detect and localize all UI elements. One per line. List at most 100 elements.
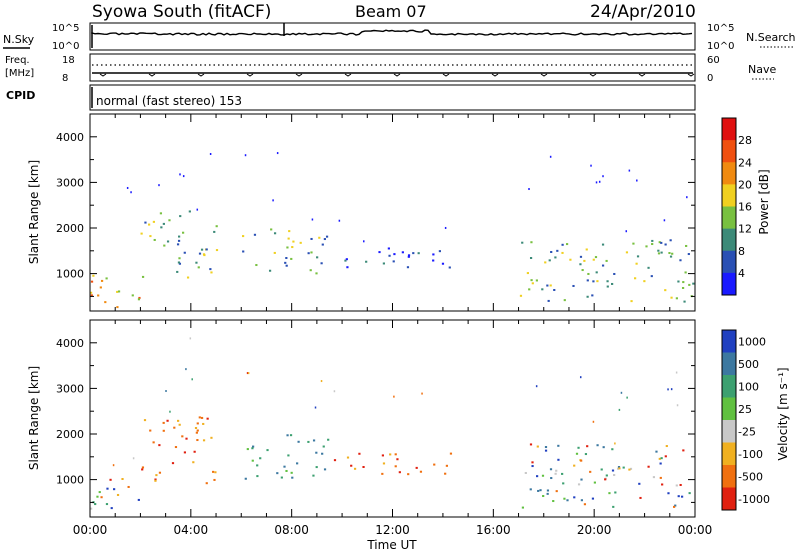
echo-cell [215, 249, 219, 252]
echo-cell [333, 390, 336, 393]
echo-cell [660, 251, 663, 254]
echo-cell [181, 231, 185, 234]
echo-cell [401, 251, 404, 254]
freq-notch [99, 73, 107, 77]
echo-cell [569, 258, 572, 261]
echo-cell [166, 419, 169, 422]
ytick-label: 4000 [56, 131, 84, 144]
echo-cell [659, 462, 662, 465]
echo-cell [381, 472, 384, 475]
echo-cell [563, 497, 566, 500]
velocity-xaxis: 00:00 04:00 08:00 12:00 16:00 20:00 00:00 [73, 320, 712, 537]
echo-cell [407, 254, 411, 257]
echo-cell [531, 465, 534, 468]
echo-cell [196, 429, 199, 432]
velocity-ylabel: Slant Range [km] [27, 366, 41, 470]
echo-cell [149, 429, 152, 432]
echo-cell [549, 284, 552, 287]
noise-tick-low-right: 10^0 [707, 41, 734, 52]
echo-cell [526, 272, 529, 275]
colorbar-tick-label: -1000 [738, 493, 770, 506]
echo-cell [645, 245, 648, 248]
echo-cell [667, 388, 669, 391]
colorbar-tick-label: -100 [738, 448, 763, 461]
nsky-label: N.Sky [3, 33, 35, 46]
echo-cell [660, 241, 663, 244]
echo-cell [658, 457, 661, 460]
freq-notch [148, 73, 156, 77]
echo-cell [539, 489, 542, 492]
echo-cell [572, 284, 575, 287]
echo-cell [320, 380, 323, 383]
echo-cell [112, 464, 115, 467]
echo-cell [688, 283, 691, 286]
freq-tick-high: 18 [62, 55, 75, 66]
echo-cell [665, 445, 668, 448]
echo-cell [657, 252, 661, 255]
echo-cell [448, 266, 451, 269]
echo-cell [612, 505, 615, 508]
echo-cell [358, 452, 361, 455]
echo-cell [563, 299, 566, 302]
echo-cell [244, 477, 247, 480]
echo-cell [529, 443, 533, 446]
echo-cell [140, 232, 143, 235]
freq-notch [589, 73, 597, 77]
echo-cell [259, 457, 262, 460]
echo-cell [127, 485, 130, 488]
echo-cell [188, 210, 191, 213]
echo-cell [686, 196, 688, 199]
colorbar-segment [722, 228, 736, 252]
echo-cell [537, 489, 540, 492]
velocity-yaxis: 1000 2000 3000 4000 [56, 337, 695, 503]
freq-notch [246, 73, 254, 77]
echo-cell [177, 261, 181, 264]
freq-tick-low: 8 [62, 73, 68, 84]
echo-cell [590, 164, 592, 167]
echo-cell [116, 306, 119, 309]
echo-cell [327, 438, 330, 441]
echo-cell [117, 290, 121, 293]
echo-cell [577, 446, 580, 449]
echo-cell [584, 453, 588, 456]
echo-cell [632, 242, 635, 245]
echo-cell [598, 180, 601, 183]
echo-cell [394, 453, 397, 456]
echo-cell [613, 474, 616, 477]
echo-cell [153, 238, 156, 241]
echo-cell [181, 435, 184, 438]
echo-cell [205, 248, 208, 251]
echo-cell [591, 294, 594, 297]
echo-cell [126, 186, 129, 189]
colorbar-tick-label: 12 [738, 223, 752, 236]
noise-panel: N.Sky 10^5 10^0 10^5 10^0 N.Search [3, 22, 796, 52]
echo-cell [287, 237, 290, 240]
freq-notch [687, 73, 695, 77]
echo-cell [535, 385, 538, 388]
echo-cell [178, 423, 181, 426]
echo-cell [670, 296, 673, 299]
colorbar-segment [722, 272, 736, 296]
freq-notch [540, 73, 548, 77]
echo-cell [583, 259, 586, 262]
cpid-panel: CPID normal (fast stereo) 153 [6, 84, 696, 111]
echo-cell [247, 372, 250, 375]
echo-cell [178, 257, 181, 260]
echo-cell [407, 473, 410, 476]
echo-cell [417, 252, 420, 255]
colorbar-segment [722, 442, 736, 466]
echo-cell [154, 478, 157, 481]
echo-cell [661, 483, 664, 486]
echo-cell [350, 464, 353, 467]
echo-cell [213, 230, 216, 233]
power-echo-cells [90, 152, 695, 309]
echo-cell [213, 478, 216, 481]
echo-cell [536, 445, 539, 448]
echo-cell [671, 252, 674, 255]
echo-cell [531, 461, 534, 464]
echo-cell [634, 277, 637, 280]
nave-label: Nave [748, 63, 776, 76]
echo-cell [618, 467, 621, 470]
colorbar-segment [722, 487, 736, 511]
echo-cell [196, 439, 199, 442]
